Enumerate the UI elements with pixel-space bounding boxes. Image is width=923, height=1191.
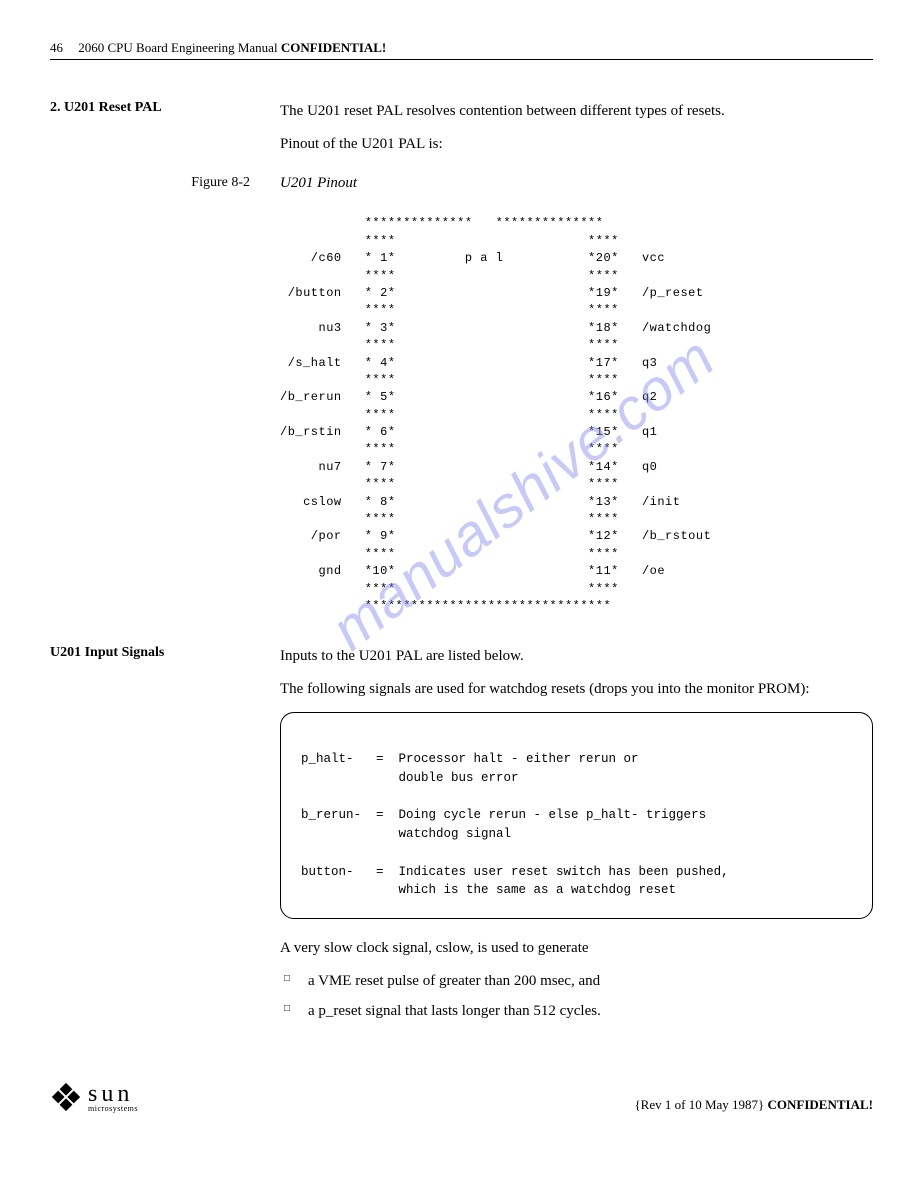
pinout-line: /s_halt * 4* *17* q3 <box>280 356 657 370</box>
section-body-1: The U201 reset PAL resolves contention b… <box>280 100 873 155</box>
pinout-line: **** **** <box>280 442 619 456</box>
signal-row: b_rerun- = Doing cycle rerun - else p_ha… <box>301 808 706 841</box>
figure-title: U201 Pinout <box>280 175 357 192</box>
signal-row: p_halt- = Processor halt - either rerun … <box>301 752 639 785</box>
pinout-line: **** **** <box>280 373 619 387</box>
pinout-line: ************** ************** <box>280 216 603 230</box>
bullet-list: a VME reset pulse of greater than 200 ms… <box>280 970 873 1023</box>
footer-revision: {Rev 1 of 10 May 1987} CONFIDENTIAL! <box>634 1097 873 1113</box>
pinout-line: /button * 2* *19* /p_reset <box>280 286 704 300</box>
para-3: Inputs to the U201 PAL are listed below. <box>280 645 873 668</box>
pinout-line: cslow * 8* *13* /init <box>280 495 680 509</box>
signal-row: button- = Indicates user reset switch ha… <box>301 865 729 898</box>
sun-logo: sun microsystems <box>50 1081 138 1113</box>
pinout-line: /por * 9* *12* /b_rstout <box>280 529 711 543</box>
pinout-line: ******************************** <box>280 599 611 613</box>
logo-subtext: microsystems <box>88 1104 138 1113</box>
pinout-line: **** **** <box>280 234 619 248</box>
section-heading-1: 2. U201 Reset PAL <box>50 100 280 155</box>
pinout-line: **** **** <box>280 303 619 317</box>
para-4: The following signals are used for watch… <box>280 678 873 701</box>
pinout-line: nu7 * 7* *14* q0 <box>280 460 657 474</box>
header-title-text: 2060 CPU Board Engineering Manual <box>78 40 281 55</box>
pinout-line: **** **** <box>280 512 619 526</box>
section-number: 2. <box>50 100 61 115</box>
figure-label: Figure 8-2 <box>50 175 280 192</box>
pinout-line: **** **** <box>280 477 619 491</box>
header-title: 2060 CPU Board Engineering Manual CONFID… <box>78 40 386 55</box>
list-item: a p_reset signal that lasts longer than … <box>280 1000 873 1023</box>
section-title: U201 Reset PAL <box>64 100 162 115</box>
header-title-bold: CONFIDENTIAL! <box>281 40 386 55</box>
logo-text: sun <box>88 1081 133 1107</box>
page-number: 46 <box>50 40 63 56</box>
sun-logo-icon <box>50 1081 82 1113</box>
section-heading-2: U201 Input Signals <box>50 645 280 1030</box>
page-header: 46 2060 CPU Board Engineering Manual CON… <box>50 40 873 60</box>
pinout-line: **** **** <box>280 547 619 561</box>
footer-rev-text: {Rev 1 of 10 May 1987} <box>634 1097 767 1112</box>
pinout-line: **** **** <box>280 408 619 422</box>
para-1: The U201 reset PAL resolves contention b… <box>280 100 873 123</box>
footer-confidential: CONFIDENTIAL! <box>768 1097 873 1112</box>
pinout-line: /b_rstin * 6* *15* q1 <box>280 425 657 439</box>
pinout-diagram: ************** ************** **** **** … <box>280 198 873 615</box>
pinout-line: nu3 * 3* *18* /watchdog <box>280 321 711 335</box>
section-body-2: Inputs to the U201 PAL are listed below.… <box>280 645 873 1030</box>
signal-box: p_halt- = Processor halt - either rerun … <box>280 712 873 919</box>
page-footer: sun microsystems {Rev 1 of 10 May 1987} … <box>50 1081 873 1113</box>
pinout-line: /b_rerun * 5* *16* q2 <box>280 390 657 404</box>
list-item: a VME reset pulse of greater than 200 ms… <box>280 970 873 993</box>
after-box-intro: A very slow clock signal, cslow, is used… <box>280 937 873 960</box>
pinout-line: **** **** <box>280 582 619 596</box>
pinout-line: **** **** <box>280 338 619 352</box>
pinout-line: **** **** <box>280 269 619 283</box>
pinout-line: gnd *10* *11* /oe <box>280 564 665 578</box>
para-2: Pinout of the U201 PAL is: <box>280 133 873 156</box>
pinout-line: /c60 * 1* p a l *20* vcc <box>280 251 665 265</box>
